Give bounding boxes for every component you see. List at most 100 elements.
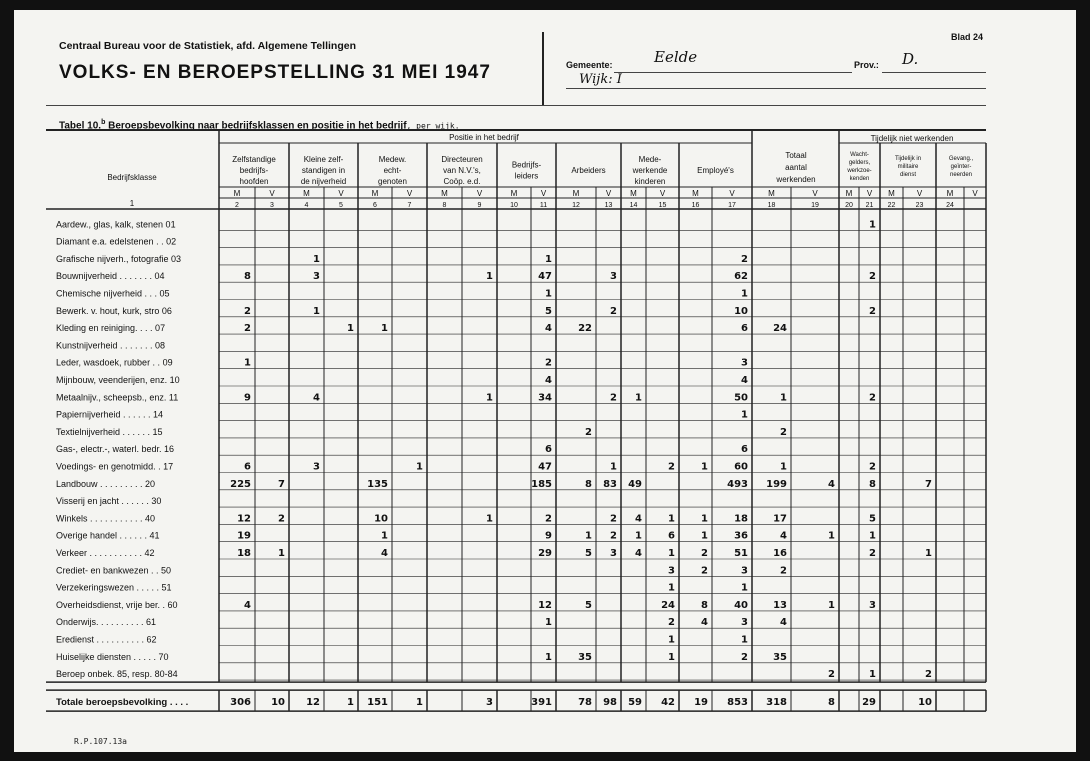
table-cell: 16	[773, 548, 787, 559]
table-cell: 3	[313, 271, 320, 282]
table-cell: 2	[244, 306, 251, 317]
table-cell: 2	[585, 427, 592, 438]
mv-label: M	[947, 189, 954, 198]
table-cell: 2	[869, 392, 876, 403]
table-cell: 1	[635, 392, 642, 403]
position-group-header: leiders	[515, 172, 539, 181]
table-cell: 8	[701, 600, 708, 611]
table-cell: 13	[773, 600, 787, 611]
table-row-label: Bewerk. v. hout, kurk, stro 06	[56, 306, 172, 316]
table-row-label: Gas-, electr.-, waterl. bedr. 16	[56, 444, 174, 454]
table-cell: 1	[278, 548, 285, 559]
data-table: Bedrijfsklasse Positie in het bedrijf Tota…	[46, 129, 987, 712]
table-cell: 1	[668, 583, 675, 594]
mv-label: V	[972, 189, 978, 198]
gemeente-underline	[614, 72, 852, 73]
table-cell: 22	[578, 323, 592, 334]
table-cell: 8	[869, 479, 876, 490]
table-row-label: Aardew., glas, kalk, stenen 01	[56, 219, 176, 229]
table-cell: 6	[741, 444, 748, 455]
table-cell: 1	[780, 392, 787, 403]
mv-label: V	[606, 189, 612, 198]
table-cell: 3	[869, 600, 876, 611]
table-cell: 2	[869, 271, 876, 282]
table-cell: 8	[244, 271, 251, 282]
table-row-label: Kleding en reiniging. . . . 07	[56, 323, 165, 333]
table-row-label: Voedings- en genotmidd. . 17	[56, 462, 173, 472]
tijdelijk-group-header: Gevang.,	[949, 156, 974, 162]
mv-label: M	[303, 189, 310, 198]
bedrijfsklasse-header: Bedrijfsklasse	[107, 173, 157, 182]
table-row-label: Kunstnijverheid . . . . . . . 08	[56, 340, 165, 350]
table-cell: 4	[545, 375, 552, 386]
table-cell: 2	[925, 669, 932, 680]
mv-label: V	[917, 189, 923, 198]
column-number: 17	[728, 202, 736, 209]
mv-label: M	[888, 189, 895, 198]
table-cell: 3	[313, 462, 320, 473]
totals-cell: 151	[367, 697, 388, 708]
header-divider	[542, 32, 544, 106]
table-cell: 1	[869, 219, 876, 230]
table-cell: 2	[610, 392, 617, 403]
position-group-header: bedrijfs-	[240, 166, 269, 175]
table-cell: 1	[381, 531, 388, 542]
table-row-label: Diamant e.a. edelstenen . . 02	[56, 237, 176, 247]
tijdelijk-group-header: neerden	[950, 172, 972, 178]
column-number: 18	[768, 202, 776, 209]
table-cell: 2	[701, 565, 708, 576]
table-cell: 1	[416, 462, 423, 473]
table-row-label: Textielnijverheid . . . . . . 15	[56, 427, 163, 437]
table-cell: 225	[230, 479, 251, 490]
table-cell: 35	[578, 652, 592, 663]
mv-label: M	[234, 189, 241, 198]
column-number: 16	[692, 202, 700, 209]
table-cell: 47	[538, 462, 552, 473]
mv-label: M	[630, 189, 637, 198]
column-number: 23	[916, 202, 924, 209]
table-cell: 1	[545, 652, 552, 663]
totals-cell: 19	[694, 697, 708, 708]
position-group-header: kinderen	[635, 177, 666, 186]
mv-label: V	[338, 189, 344, 198]
totals-cell: 318	[766, 697, 787, 708]
table-cell: 1	[741, 410, 748, 421]
table-cell: 1	[701, 462, 708, 473]
table-row-label: Landbouw . . . . . . . . . 20	[56, 479, 155, 489]
position-group-header: de nijverheid	[301, 177, 346, 186]
table-cell: 2	[869, 548, 876, 559]
table-row-label: Overheidsdienst, vrije ber. . 60	[56, 600, 178, 610]
column-number: 12	[572, 202, 580, 209]
table-cell: 2	[610, 531, 617, 542]
table-cell: 1	[668, 635, 675, 646]
table-row-label: Verzekeringswezen . . . . . 51	[56, 583, 172, 593]
table-cell: 493	[727, 479, 748, 490]
table-cell: 1	[585, 531, 592, 542]
totals-cell: 42	[661, 697, 675, 708]
table-cell: 1	[381, 323, 388, 334]
table-row-label: Bouwnijverheid . . . . . . . 04	[56, 271, 165, 281]
totals-label: Totale beroepsbevolking . . . .	[56, 697, 188, 708]
table-row-label: Visserij en jacht . . . . . . 30	[56, 496, 161, 506]
table-row-label: Beroep onbek. 85, resp. 80-84	[56, 669, 178, 679]
totals-cell: 391	[531, 697, 552, 708]
table-row-label: Leder, wasdoek, rubber . . 09	[56, 358, 173, 368]
table-cell: 17	[773, 513, 787, 524]
table-cell: 185	[531, 479, 552, 490]
table-cell: 2	[244, 323, 251, 334]
table-cell: 1	[869, 531, 876, 542]
table-cell: 4	[635, 513, 642, 524]
table-cell: 18	[237, 548, 251, 559]
table-cell: 2	[780, 427, 787, 438]
table-cell: 2	[610, 306, 617, 317]
table-cell: 1	[313, 254, 320, 265]
column-number: 3	[270, 202, 274, 209]
table-cell: 10	[374, 513, 388, 524]
table-cell: 1	[741, 635, 748, 646]
table-cell: 5	[585, 600, 592, 611]
table-row-label: Grafische nijverh., fotografie 03	[56, 254, 181, 264]
mv-label: M	[692, 189, 699, 198]
table-cell: 2	[701, 548, 708, 559]
table-cell: 47	[538, 271, 552, 282]
mv-label: V	[812, 189, 818, 198]
